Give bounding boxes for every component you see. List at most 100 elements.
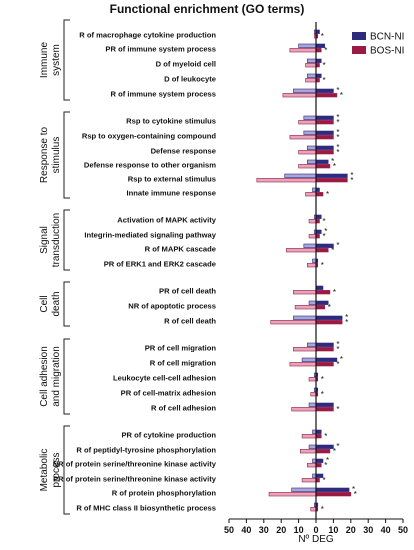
bcn-bar-left xyxy=(307,343,316,347)
term-label: R of macrophage cytokine production xyxy=(79,31,216,40)
bcn-bar-left xyxy=(309,445,316,449)
bcn-bar-left xyxy=(299,44,316,48)
legend: BCN-NI BOS-NI xyxy=(352,32,404,57)
significance-star-bos: * xyxy=(336,345,339,354)
bos-bar-left xyxy=(309,377,316,381)
term-label: Integrin-mediated signaling pathway xyxy=(84,231,216,240)
group-label: Metabolicprocess xyxy=(39,449,62,492)
term-label: D of myeloid cell xyxy=(156,60,216,69)
bos-bar-right xyxy=(316,347,333,351)
term-label: R of immune system process xyxy=(110,90,216,99)
legend-label-bcn: BCN-NI xyxy=(370,32,404,43)
bcn-bar-right xyxy=(316,358,337,362)
bos-bar-left xyxy=(292,407,316,411)
significance-star-bos: * xyxy=(331,246,334,255)
bos-bar-left xyxy=(306,192,316,196)
bos-bar-right xyxy=(316,362,333,366)
bos-bar-left xyxy=(302,434,316,438)
term-label: PR of cytokine production xyxy=(121,431,216,440)
term-label: PR of cell death xyxy=(159,287,216,296)
significance-star-bos: * xyxy=(333,162,336,171)
term-label: D of leukocyte xyxy=(164,75,216,84)
bos-bar-right xyxy=(316,320,342,324)
term-label: R of cell death xyxy=(164,317,216,326)
group-label: Cell adhesionand migration xyxy=(39,346,62,407)
bos-bar-right xyxy=(316,290,330,294)
bcn-bar-right xyxy=(316,301,328,305)
bos-bar-left xyxy=(299,164,316,168)
group-bracket xyxy=(64,339,70,414)
bos-bar-left xyxy=(307,463,316,467)
bos-bar-right xyxy=(316,463,321,467)
x-tick-label: 50 xyxy=(398,525,408,535)
bcn-bar-left xyxy=(304,131,316,135)
bos-bar-left xyxy=(286,248,316,252)
legend-swatch-bos xyxy=(352,46,366,54)
term-label: Rsp to cytokine stimulus xyxy=(126,117,216,126)
bcn-bar-left xyxy=(307,160,316,164)
term-label: NR of apoptotic process xyxy=(128,302,216,311)
bos-bar-left xyxy=(257,178,316,182)
bcn-bar-right xyxy=(316,174,347,178)
bcn-bar-right xyxy=(316,459,323,463)
bos-bar-left xyxy=(300,449,316,453)
bcn-bar-left xyxy=(304,116,316,120)
significance-star-bos: * xyxy=(324,46,327,55)
bos-bar-left xyxy=(311,392,316,396)
bos-bar-left xyxy=(293,347,316,351)
significance-star-bos: * xyxy=(322,476,325,485)
term-label: PR of immune system process xyxy=(105,45,216,54)
bos-bar-left xyxy=(299,120,316,124)
bos-bar-right xyxy=(316,93,337,97)
bcn-bar-right xyxy=(316,230,321,234)
significance-star-bcn: * xyxy=(340,355,343,364)
bcn-bar-left xyxy=(285,174,316,178)
term-label: PR of ERK1 and ERK2 cascade xyxy=(104,260,216,269)
significance-star-bos: * xyxy=(340,91,343,100)
bcn-bar-right xyxy=(316,131,333,135)
term-label: Leukocyte cell-cell adhesion xyxy=(113,374,216,383)
term-label: R of MHC class II biosynthetic process xyxy=(76,504,216,513)
bcn-bar-right xyxy=(316,286,323,290)
significance-star-bos: * xyxy=(321,505,324,514)
term-label: Rsp to external stimulus xyxy=(128,175,216,184)
bos-bar-left xyxy=(307,263,316,267)
x-axis-label: Nº DEG xyxy=(298,534,334,545)
group-label: Celldeath xyxy=(39,291,62,316)
legend-label-bos: BOS-NI xyxy=(370,46,404,57)
group-bracket xyxy=(64,210,70,270)
bos-bar-right xyxy=(316,192,323,196)
bos-bar-left xyxy=(302,478,316,482)
bos-bar-left xyxy=(290,362,316,366)
significance-star-bos: * xyxy=(321,32,324,41)
significance-star-bos: * xyxy=(333,447,336,456)
group-bracket xyxy=(64,282,70,326)
x-tick-label: 40 xyxy=(381,525,391,535)
term-label: PR of protein serine/threonine kinase ac… xyxy=(53,475,217,484)
bos-bar-left xyxy=(269,492,316,496)
significance-star-bos: * xyxy=(322,217,325,226)
x-tick-label: 30 xyxy=(259,525,269,535)
bcn-bar-right xyxy=(316,343,333,347)
chart-title: Functional enrichment (GO terms) xyxy=(110,2,305,16)
x-tick-label: 40 xyxy=(241,525,251,535)
significance-star-bos: * xyxy=(326,190,329,199)
significance-star-bos: * xyxy=(336,133,339,142)
group-bracket xyxy=(64,112,70,198)
bcn-bar-left xyxy=(307,74,316,78)
bcn-bar-right xyxy=(316,430,321,434)
term-label: Defense response to other organism xyxy=(84,161,216,170)
bcn-bar-right xyxy=(316,59,321,63)
significance-star-bos: * xyxy=(336,405,339,414)
term-label: NR of protein serine/threonine kinase ac… xyxy=(53,460,217,469)
bcn-bar-right xyxy=(316,74,321,78)
group-label: Immunesystem xyxy=(39,42,62,79)
legend-swatch-bcn xyxy=(352,32,366,40)
bos-bar-left xyxy=(306,78,316,82)
bos-bar-right xyxy=(316,120,333,124)
significance-star-bos: * xyxy=(324,461,327,470)
bos-bar-right xyxy=(316,164,330,168)
significance-star-bos: * xyxy=(321,375,324,384)
bos-bar-left xyxy=(309,234,316,238)
